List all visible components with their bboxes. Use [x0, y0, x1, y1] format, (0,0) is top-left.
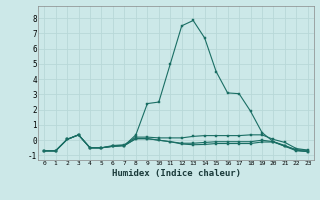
X-axis label: Humidex (Indice chaleur): Humidex (Indice chaleur): [111, 169, 241, 178]
